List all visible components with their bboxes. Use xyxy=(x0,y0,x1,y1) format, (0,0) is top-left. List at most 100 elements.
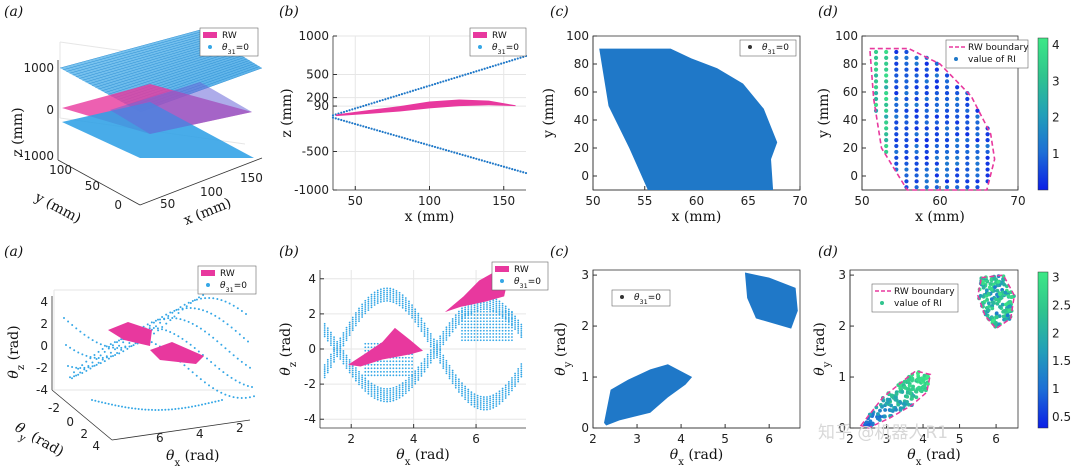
theta31-point xyxy=(345,326,348,329)
theta31-point xyxy=(354,375,357,378)
theta31-point xyxy=(183,303,186,306)
ri-point xyxy=(934,61,939,66)
theta31-point xyxy=(373,392,376,395)
ri-point xyxy=(922,373,927,378)
theta31-point xyxy=(342,338,345,341)
theta31-point xyxy=(439,337,442,340)
theta31-point xyxy=(489,320,492,323)
theta31-point xyxy=(505,166,508,169)
x-axis-label: θx (rad) xyxy=(396,447,450,467)
surface-grid-line xyxy=(75,37,213,78)
ri-point xyxy=(911,384,916,389)
theta31-point xyxy=(212,336,215,339)
theta31-point xyxy=(408,356,410,359)
theta31-point xyxy=(504,395,507,397)
theta31-point xyxy=(383,298,385,300)
theta31-point xyxy=(339,353,342,356)
theta31-point xyxy=(472,156,475,160)
ri-point xyxy=(944,96,950,102)
theta31-point xyxy=(216,389,219,392)
theta31-point xyxy=(445,364,448,366)
theta31-point xyxy=(381,98,384,102)
theta31-point xyxy=(79,366,82,369)
theta31-point xyxy=(383,291,385,294)
ri-point xyxy=(894,149,899,155)
theta31-point xyxy=(495,309,498,311)
theta31-point xyxy=(398,291,401,294)
theta31-point xyxy=(500,62,503,65)
theta31-point xyxy=(148,327,151,330)
ri-point xyxy=(944,132,950,137)
theta31-point xyxy=(208,297,211,300)
theta31-point xyxy=(461,320,463,323)
theta31-point xyxy=(414,316,417,319)
theta31-point xyxy=(486,320,488,323)
ri-point xyxy=(884,55,889,60)
surface-grid-line xyxy=(104,51,235,93)
theta31-point xyxy=(404,367,407,370)
legend-label: θ31=0 xyxy=(492,43,519,56)
theta31-point xyxy=(426,329,429,332)
theta31-point xyxy=(454,378,457,381)
theta31-point xyxy=(126,347,129,350)
theta31-point xyxy=(492,329,495,332)
theta31-point xyxy=(482,333,485,335)
theta31-point xyxy=(439,357,442,360)
theta31-point xyxy=(408,374,410,377)
theta31-point xyxy=(204,297,207,300)
theta31-point xyxy=(454,386,457,389)
theta31-point xyxy=(486,160,489,164)
x-tick-label: 3 xyxy=(633,432,641,446)
theta31-point xyxy=(398,388,401,391)
ri-point xyxy=(904,67,909,72)
theta31-point xyxy=(482,326,485,329)
theta31-point xyxy=(429,343,432,346)
theta31-point xyxy=(457,391,460,393)
theta31-point xyxy=(442,341,445,344)
theta31-point xyxy=(395,363,398,366)
theta31-point xyxy=(478,69,481,72)
theta31-point xyxy=(451,380,454,383)
theta31-point xyxy=(439,348,442,350)
theta31-point xyxy=(476,394,479,397)
theta31-point xyxy=(379,389,382,392)
theta31-point xyxy=(398,394,401,397)
theta31-point xyxy=(408,381,410,383)
theta31-point xyxy=(364,349,367,352)
theta31-point xyxy=(451,382,454,385)
theta31-point xyxy=(492,339,495,342)
theta31-point xyxy=(417,374,420,377)
theta31-point xyxy=(495,317,498,320)
theta31-point xyxy=(467,310,470,313)
theta31-point xyxy=(436,146,439,149)
theta31-point xyxy=(457,378,460,381)
theta31-point xyxy=(508,167,511,170)
ri-point xyxy=(876,412,880,416)
ri-point xyxy=(904,108,909,113)
theta31-point xyxy=(489,317,492,320)
theta31-point xyxy=(367,126,370,130)
y-tick-label: 0 xyxy=(581,421,589,435)
theta31-point xyxy=(448,332,451,335)
ri-point xyxy=(898,408,903,412)
theta31-point xyxy=(476,310,479,313)
theta31-point xyxy=(475,70,478,73)
theta31-point xyxy=(476,405,479,408)
theta31-point xyxy=(498,304,501,307)
theta31-point xyxy=(228,350,231,353)
theta31-point xyxy=(93,356,96,359)
ri-point xyxy=(924,102,929,107)
z-tick-label: 1000 xyxy=(23,61,54,75)
theta31-point xyxy=(461,74,464,77)
ri-point xyxy=(924,120,929,125)
theta31-point xyxy=(489,401,492,404)
theta31-point xyxy=(501,315,504,318)
panel-label: (b) xyxy=(279,4,299,20)
theta31-point xyxy=(514,376,516,379)
theta31-point xyxy=(97,350,100,353)
theta31-point xyxy=(401,374,404,377)
theta31-point xyxy=(197,404,200,407)
theta31-point xyxy=(373,397,376,399)
ri-point xyxy=(975,143,980,149)
